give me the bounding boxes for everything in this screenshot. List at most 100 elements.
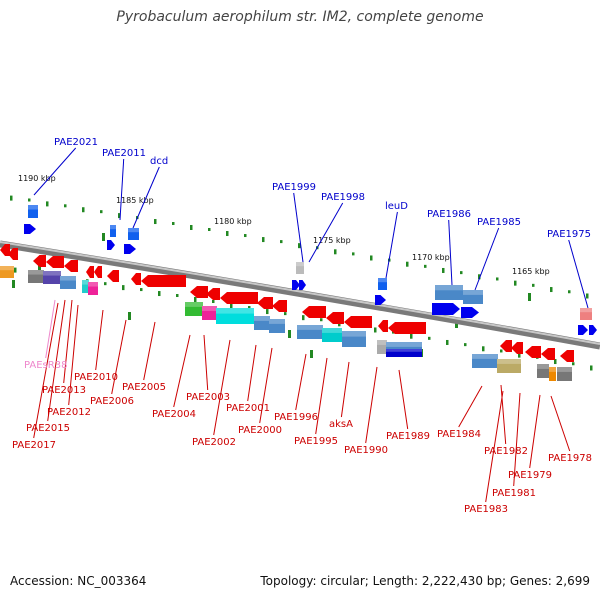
leader-line-bottom xyxy=(203,334,209,391)
gene-arrow-reverse xyxy=(46,256,64,268)
gene-box xyxy=(472,354,498,368)
page-title: Pyrobaculum aerophilum str. IM2, complet… xyxy=(116,9,484,25)
tick-outer xyxy=(154,219,157,225)
leader-line-top xyxy=(308,202,344,263)
gene-label-bottom: PAE1996 xyxy=(274,412,318,423)
feature-shine xyxy=(435,285,463,291)
gene-box-top xyxy=(580,308,592,320)
tick-outer xyxy=(586,293,589,299)
tick-major xyxy=(128,312,131,320)
tick-inner xyxy=(158,291,161,297)
leader-line-top xyxy=(293,192,304,263)
scale-label: 1180 kbp xyxy=(214,217,252,226)
tick-outer xyxy=(568,290,571,294)
tick-outer xyxy=(172,222,175,226)
gene-label-bottom: PAE1981 xyxy=(492,488,536,499)
tick-outer xyxy=(208,228,211,232)
gene-arrow-reverse xyxy=(388,322,426,334)
tick-inner xyxy=(14,267,17,273)
gene-box xyxy=(322,328,342,342)
leader-line-top xyxy=(385,211,398,279)
feature-shine xyxy=(185,302,203,307)
leader-line-bottom xyxy=(45,299,56,359)
feature-shine xyxy=(463,290,483,295)
gene-label-bottom: PAE2002 xyxy=(192,437,236,448)
tick-inner xyxy=(374,327,377,333)
gene-arrow-forward xyxy=(375,295,386,305)
gene-label-bottom: PAE2017 xyxy=(12,440,56,451)
gene-box xyxy=(377,340,387,354)
leader-line-top xyxy=(132,166,160,229)
features xyxy=(0,205,597,381)
leader-line-bottom xyxy=(33,302,59,439)
gene-box xyxy=(297,325,323,339)
tick-outer xyxy=(514,280,517,286)
gene-arrow-reverse xyxy=(302,306,326,318)
tick-inner xyxy=(410,333,413,339)
tick-outer xyxy=(442,267,445,273)
scale-label: 1170 kbp xyxy=(412,253,450,262)
gene-label-bottom: PAE1990 xyxy=(344,445,388,456)
gene-arrow-forward xyxy=(24,224,36,234)
gene-label-bottom: PAE2015 xyxy=(26,423,70,434)
feature-shine xyxy=(110,225,116,230)
feature-shine xyxy=(342,331,366,337)
gene-box xyxy=(216,308,254,324)
tick-inner xyxy=(518,352,521,358)
gene-box-top xyxy=(110,225,116,237)
gene-labels: PAE2021 PAE2011 dcd PAE1999 PAE1998 leuD PAE19… xyxy=(12,137,592,515)
tick-outer xyxy=(298,243,301,249)
tick-inner xyxy=(482,346,485,352)
feature-shine xyxy=(60,276,76,281)
gene-box xyxy=(497,359,521,373)
tick-inner xyxy=(320,318,323,322)
tick-outer xyxy=(370,255,373,261)
feature-shine xyxy=(549,367,556,372)
gene-label-top: PAE1985 xyxy=(477,217,521,228)
leader-line-bottom xyxy=(458,385,483,428)
feature-shine xyxy=(128,228,139,233)
gene-label-bottom: PAE1982 xyxy=(484,446,528,457)
gene-arrow-reverse xyxy=(525,346,541,358)
feature-shine xyxy=(28,205,38,210)
gene-arrow-reverse xyxy=(344,316,372,328)
tick-outer xyxy=(10,195,13,201)
gene-arrow-forward xyxy=(432,303,460,315)
leader-line-bottom xyxy=(485,390,504,503)
tick-inner xyxy=(176,294,179,298)
scale-ticks: 1190 kbp 1185 kbp 1180 kbp 1175 kbp 1170 kbp… xyxy=(10,174,593,376)
tick-outer xyxy=(28,198,31,202)
leader-line-bottom xyxy=(365,366,378,444)
gene-box xyxy=(43,271,61,284)
gene-box xyxy=(386,349,422,357)
gene-box xyxy=(549,367,556,381)
gene-arrow-reverse xyxy=(190,286,208,298)
feature-shine xyxy=(88,282,98,287)
backbone-band xyxy=(0,240,600,350)
gene-box-top xyxy=(435,285,463,300)
feature-shine xyxy=(82,280,89,285)
tick-outer xyxy=(478,274,481,280)
feature-shine xyxy=(378,278,387,283)
tick-outer xyxy=(352,252,355,256)
leader-line-bottom xyxy=(529,394,541,469)
leader-line-bottom xyxy=(340,361,350,418)
tick-outer xyxy=(496,277,499,281)
gene-arrow-reverse xyxy=(94,266,102,278)
gene-label-bottom: PAEsR38 xyxy=(24,360,67,371)
tick-inner xyxy=(554,359,557,365)
gene-label-bottom: PAE1984 xyxy=(437,429,481,440)
leader-line-bottom xyxy=(259,347,273,424)
gene-arrow-reverse xyxy=(64,260,78,272)
gene-box xyxy=(537,364,549,378)
gene-label-top: PAE2021 xyxy=(54,137,98,148)
tick-inner xyxy=(500,349,503,353)
gene-arrow-reverse xyxy=(206,288,220,300)
feature-shine xyxy=(297,325,323,330)
feature-shine xyxy=(296,262,304,267)
gene-arrow-forward xyxy=(589,325,597,335)
tick-inner xyxy=(590,365,593,371)
gene-box xyxy=(88,282,98,295)
tick-outer xyxy=(82,207,85,213)
